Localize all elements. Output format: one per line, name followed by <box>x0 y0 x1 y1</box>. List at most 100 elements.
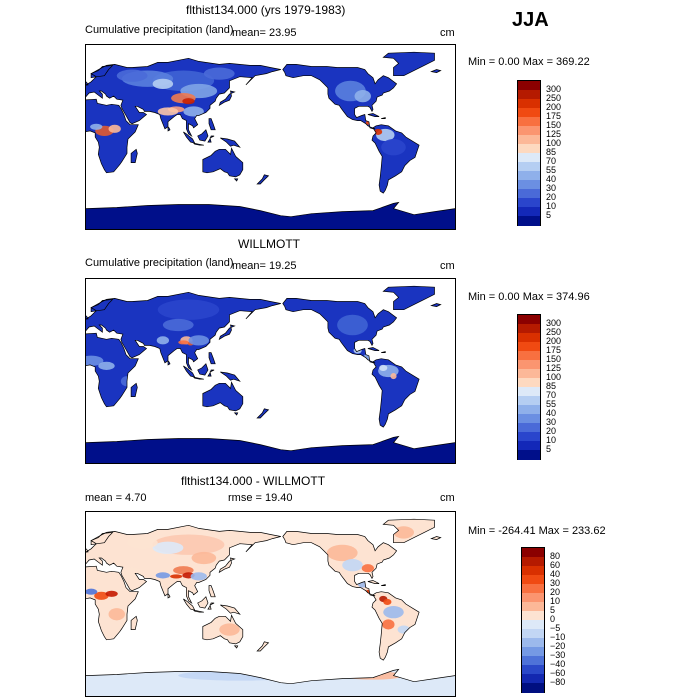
field-region <box>116 69 148 82</box>
field-region <box>366 639 380 650</box>
colorbar-swatch <box>522 548 544 558</box>
coastline-eurasia <box>86 524 281 605</box>
colorbar-swatch <box>518 450 540 460</box>
field-region <box>383 606 404 619</box>
colorbar-swatch <box>522 674 544 684</box>
colorbar-swatch <box>518 207 540 217</box>
field-region <box>108 124 121 133</box>
landmass-sulawesi <box>208 136 215 143</box>
landmass-newguinea <box>220 138 240 148</box>
coastline-iceland <box>430 69 442 73</box>
field-region <box>342 559 363 572</box>
coastline-borneo <box>197 363 209 376</box>
map-canvas <box>86 285 455 463</box>
coastline-india_sri <box>167 592 171 599</box>
coastline-namerica <box>282 531 398 597</box>
field-region <box>190 572 207 581</box>
panel-3-title: flthist134.000 - WILLMOTT <box>181 474 326 488</box>
season-label: JJA <box>512 9 549 31</box>
landmass-antarctica <box>86 436 455 463</box>
landmass-borneo <box>197 129 208 142</box>
panel-2-mean: mean= 19.25 <box>232 260 297 272</box>
landmass-philippines <box>209 118 216 130</box>
colorbar-label: 60 <box>550 560 561 570</box>
landmass-namerica <box>282 531 397 596</box>
landmass-scand <box>91 532 113 545</box>
colorbar-swatch <box>518 135 540 145</box>
landmass-sulawesi <box>208 370 215 377</box>
map-canvas <box>86 518 455 696</box>
field-region <box>86 355 104 366</box>
coastline-hispaniola <box>381 351 386 353</box>
coastline-newguinea <box>220 604 241 615</box>
panel-1-colorbar: 300 250 200 175 150 125 100 85 70 55 40 30 20 10 5 <box>517 80 561 226</box>
landmass-nz <box>257 408 269 418</box>
colorbar-label: 5 <box>546 444 552 454</box>
field-region <box>162 318 194 332</box>
coastline-samerica <box>371 358 420 428</box>
landmass-eurasia <box>86 292 281 370</box>
colorbar-label: 30 <box>550 578 561 588</box>
landmass-antarctica <box>86 669 455 696</box>
panel-2-subtitle: Cumulative precipitation (land) <box>85 257 234 269</box>
colorbar-label: 40 <box>550 569 561 579</box>
colorbar-swatch <box>522 557 544 567</box>
landmass-sumatra <box>183 365 195 378</box>
landmass-greenland <box>383 286 435 310</box>
panel-3-mean: mean = 4.70 <box>85 492 147 504</box>
coastline-hispaniola <box>381 117 386 119</box>
field-region <box>379 364 388 371</box>
panel-3-rmse: rmse = 19.40 <box>228 492 293 504</box>
field-region <box>98 361 115 370</box>
colorbar-swatch <box>522 620 544 630</box>
coastline-africa <box>86 98 139 174</box>
field-region <box>86 588 98 595</box>
coastline-iceland <box>430 303 442 307</box>
colorbar-label: 100 <box>546 138 562 148</box>
field-region <box>152 541 184 554</box>
field-region <box>278 532 304 543</box>
colorbar-swatch <box>522 566 544 576</box>
colorbar-label: 200 <box>546 336 562 346</box>
field-region <box>108 608 125 621</box>
coastline-sulawesi <box>207 602 215 610</box>
coastline-africa <box>86 332 139 408</box>
coastline-scand <box>90 64 114 79</box>
field-region <box>354 89 371 103</box>
coastline-madagascar <box>130 148 138 163</box>
coastline-namerica <box>282 298 398 364</box>
coastline-java <box>192 609 204 613</box>
coastline-antarctica <box>86 668 455 685</box>
field-region <box>382 619 395 630</box>
field-region <box>383 598 392 606</box>
landmass-japan <box>219 558 235 573</box>
colorbar-label: −60 <box>550 668 566 678</box>
coastline-hispaniola <box>381 584 386 586</box>
coastline-samerica <box>371 124 420 194</box>
colorbar-swatch <box>518 414 540 424</box>
coastline-namerica <box>282 64 398 130</box>
colorbar-label: 10 <box>550 596 561 606</box>
coastline-samerica <box>371 591 420 661</box>
field-region <box>157 299 220 320</box>
colorbar-label: 100 <box>546 372 562 382</box>
coastline-japan <box>218 90 236 107</box>
colorbar-swatch <box>522 593 544 603</box>
landmass-samerica <box>372 124 420 194</box>
field-region <box>157 107 179 116</box>
field-region <box>203 67 235 80</box>
panel-3-map <box>85 511 456 697</box>
coastline-australia <box>202 614 244 645</box>
colorbar-swatch <box>522 665 544 675</box>
coastline-japan <box>218 557 236 574</box>
colorbar-label: 20 <box>546 192 557 202</box>
field-region <box>94 591 109 600</box>
field-region <box>381 139 406 156</box>
colorbar-swatch <box>518 324 540 334</box>
colorbar-label: 175 <box>546 111 562 121</box>
landmass-newguinea <box>220 605 240 615</box>
colorbar-swatch <box>518 387 540 397</box>
colorbar-swatch <box>518 81 540 91</box>
panel-1-map <box>85 44 456 230</box>
colorbar-swatch <box>518 351 540 361</box>
